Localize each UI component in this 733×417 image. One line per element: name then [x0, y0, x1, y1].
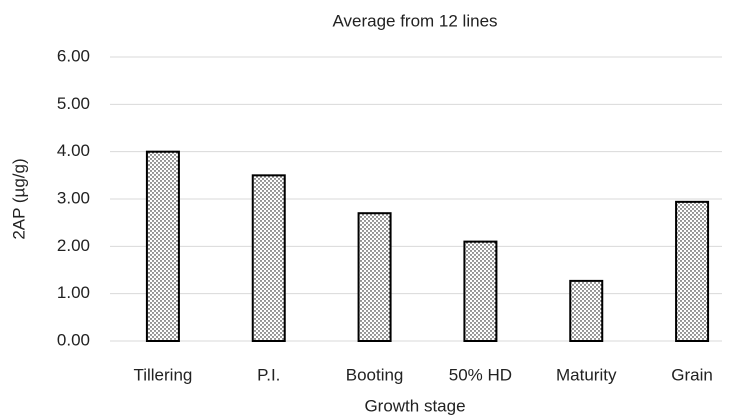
bar [675, 200, 710, 342]
y-tick-label: 6.00 [57, 46, 90, 65]
chart-title: Average from 12 lines [332, 11, 497, 30]
x-tick-label: P.I. [257, 365, 280, 384]
x-tick-label: Tillering [133, 365, 192, 384]
y-axis-title: 2AP (µg/g) [9, 158, 28, 239]
bar [251, 174, 286, 342]
y-tick-label: 0.00 [57, 330, 90, 349]
y-tick-label: 4.00 [57, 141, 90, 160]
x-axis-title: Growth stage [364, 396, 465, 415]
bar [357, 212, 392, 342]
x-tick-label: Grain [671, 365, 713, 384]
y-tick-label: 1.00 [57, 283, 90, 302]
y-tick-label: 5.00 [57, 94, 90, 113]
y-tick-label: 3.00 [57, 188, 90, 207]
bar [463, 240, 498, 343]
x-tick-label: Booting [346, 365, 404, 384]
bar [569, 279, 604, 342]
x-tick-label: 50% HD [449, 365, 512, 384]
x-tick-label: Maturity [556, 365, 617, 384]
bar [145, 150, 180, 342]
y-tick-label: 2.00 [57, 236, 90, 255]
